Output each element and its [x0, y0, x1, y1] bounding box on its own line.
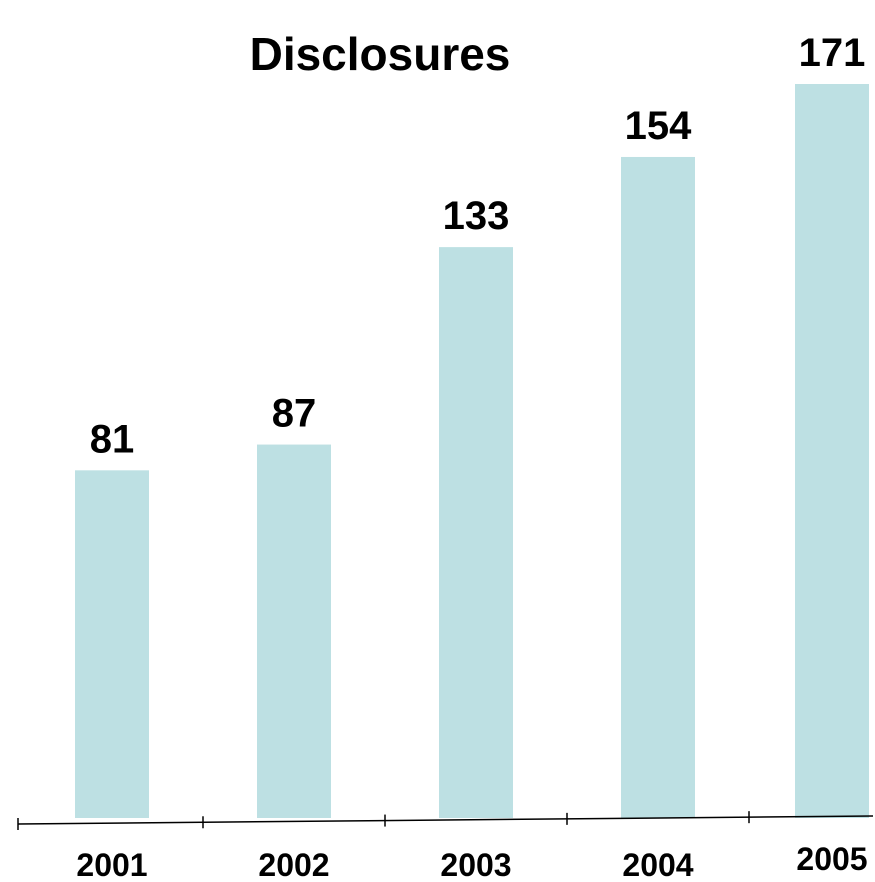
x-tick-label-2003: 2003: [440, 847, 511, 882]
x-tick-label-2004: 2004: [622, 847, 693, 882]
data-label-2003: 133: [443, 194, 510, 238]
x-axis-ticks-group: [17, 811, 750, 830]
data-label-2002: 87: [272, 392, 317, 436]
bar-2001: [75, 470, 149, 818]
bar-2002: [257, 444, 331, 818]
data-label-2004: 154: [625, 104, 692, 148]
bar-2003: [439, 247, 513, 819]
data-label-2005: 171: [799, 31, 866, 75]
bar-2005: [795, 84, 869, 818]
data-labels-group: 81 87 133 154 171: [90, 31, 866, 461]
bars-group: [75, 84, 869, 819]
data-label-2001: 81: [90, 417, 135, 461]
chart-title: Disclosures: [250, 28, 511, 80]
x-tick-label-2001: 2001: [76, 847, 147, 882]
x-tick-label-2002: 2002: [258, 847, 329, 882]
bar-2004: [621, 156, 695, 818]
x-axis-line: [17, 815, 874, 825]
x-axis-tick-labels-group: 2001 2002 2003 2004 2005: [76, 841, 867, 882]
x-tick-label-2005: 2005: [796, 841, 867, 877]
